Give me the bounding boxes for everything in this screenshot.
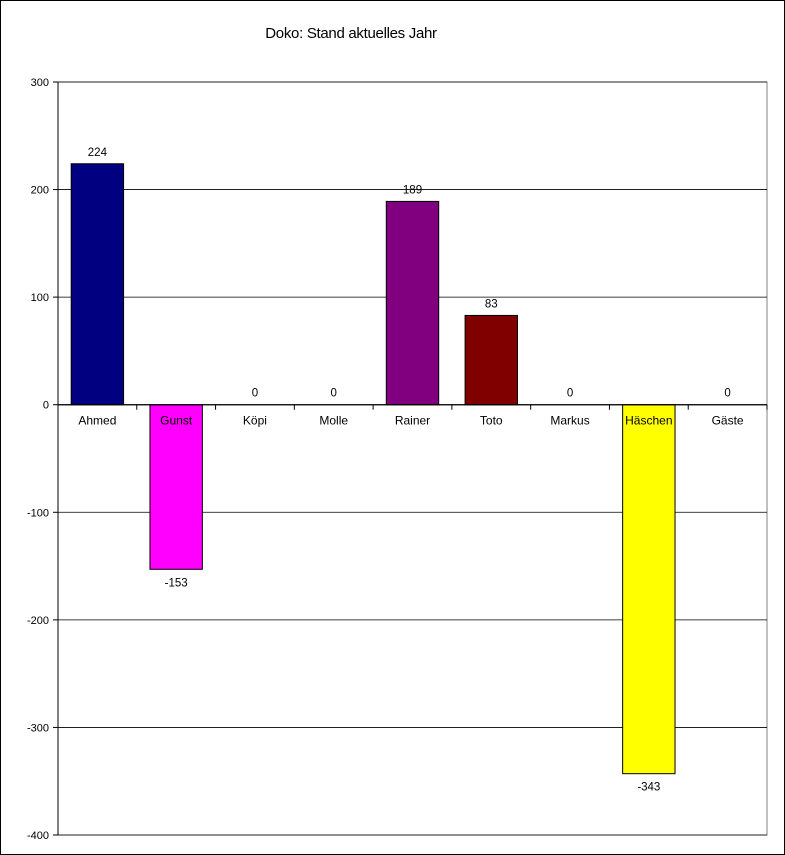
category-label: Gunst [160, 414, 193, 428]
category-label: Häschen [625, 414, 672, 428]
y-tick-label: -100 [27, 507, 49, 519]
bar-häschen [622, 404, 676, 775]
bar-toto [464, 314, 518, 406]
category-label: Köpi [243, 414, 267, 428]
data-label: -343 [637, 782, 660, 794]
category-label: Toto [480, 414, 503, 428]
data-label: -153 [165, 577, 188, 589]
y-tick-label: 300 [31, 77, 49, 89]
bars [70, 163, 676, 775]
data-label: 0 [724, 388, 730, 400]
data-label: 0 [252, 388, 258, 400]
bar-rainer [385, 200, 440, 406]
category-label: Ahmed [78, 414, 116, 428]
category-label: Molle [319, 414, 348, 428]
data-label: 224 [88, 147, 108, 159]
category-label: Gäste [712, 414, 744, 428]
bar-gunst [149, 404, 203, 570]
chart-title: Doko: Stand aktuelles Jahr [265, 25, 437, 42]
bar-ahmed [70, 163, 125, 406]
data-label: 189 [403, 184, 422, 196]
data-label: 0 [331, 388, 337, 400]
category-label: Rainer [395, 414, 430, 428]
category-label: Markus [550, 414, 589, 428]
y-tick-label: -400 [27, 830, 49, 842]
data-label: 83 [485, 298, 498, 310]
y-tick-label: 100 [31, 292, 49, 304]
data-label: 0 [567, 388, 573, 400]
y-tick-label: 200 [31, 185, 49, 197]
axes [53, 81, 768, 836]
y-tick-label: 0 [43, 400, 49, 412]
y-tick-label: -200 [27, 615, 49, 627]
y-tick-label: -300 [27, 722, 49, 734]
labels: -400 -300 -200 -100 0 100 200 300 224 Ahmed -153 Gu… [27, 77, 744, 842]
